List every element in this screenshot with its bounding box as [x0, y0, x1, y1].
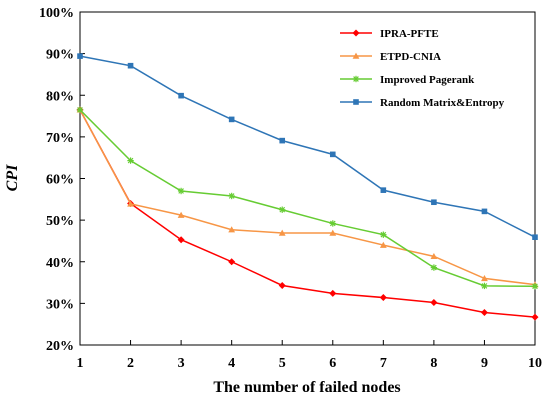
legend-item: ETPD-CNIA	[340, 51, 441, 63]
data-point	[380, 231, 387, 238]
data-point	[177, 236, 185, 244]
x-tick-label: 4	[228, 356, 235, 371]
data-point	[178, 92, 184, 99]
y-tick-label: 100%	[39, 6, 74, 21]
data-point	[127, 200, 134, 207]
data-point	[228, 192, 235, 200]
y-tick-label: 50%	[46, 214, 74, 229]
data-point	[531, 283, 539, 290]
series-etpd-cnia	[76, 106, 539, 288]
data-point	[329, 151, 336, 158]
series-improved-pagerank	[76, 106, 539, 290]
y-tick-label: 60%	[46, 173, 74, 188]
data-point	[278, 229, 286, 236]
y-tick-label: 70%	[46, 131, 74, 146]
data-point	[430, 252, 438, 260]
data-point	[352, 75, 360, 83]
x-axis: 1 2 3 4 5 6 7 8 9 10	[77, 340, 542, 371]
data-point	[379, 294, 387, 302]
data-point	[329, 220, 336, 227]
data-point	[481, 208, 488, 215]
data-point	[279, 137, 286, 144]
series-line	[79, 109, 536, 288]
plot-frame	[79, 11, 536, 346]
x-axis-title: The number of failed nodes	[213, 379, 400, 396]
data-point	[177, 187, 185, 195]
x-tick-label: 9	[481, 356, 488, 371]
data-point	[329, 229, 337, 236]
y-axis: 20% 30% 40% 50% 60% 70% 80% 90% 100%	[39, 6, 85, 354]
data-point	[228, 258, 236, 266]
data-point	[329, 289, 337, 297]
y-tick-label: 40%	[46, 256, 74, 271]
series-layer	[76, 53, 539, 321]
legend-label: Random Matrix&Entropy	[380, 97, 505, 109]
data-point	[480, 309, 488, 317]
legend-label: IPRA-PFTE	[380, 28, 439, 40]
data-point	[127, 157, 134, 164]
x-tick-label: 5	[279, 356, 286, 371]
x-tick-label: 2	[127, 356, 134, 371]
data-point	[77, 53, 83, 59]
x-tick-label: 6	[329, 356, 336, 371]
data-point	[228, 116, 235, 123]
data-point	[279, 206, 286, 213]
series-line	[79, 109, 536, 286]
data-point	[380, 187, 387, 193]
legend-item: Random Matrix&Entropy	[340, 97, 505, 109]
series-random-matrix-entropy	[77, 53, 538, 240]
legend-item: IPRA-PFTE	[340, 28, 439, 40]
data-point	[532, 234, 538, 240]
legend-label: Improved Pagerank	[380, 74, 475, 86]
y-tick-label: 90%	[46, 48, 74, 63]
x-tick-label: 7	[380, 356, 387, 371]
data-point	[531, 313, 539, 321]
x-tick-label: 10	[528, 356, 542, 371]
data-point	[352, 29, 360, 37]
x-tick-label: 1	[77, 356, 84, 371]
data-point	[177, 211, 185, 218]
data-point	[430, 299, 438, 307]
plot-area	[79, 11, 536, 346]
series-line	[79, 55, 536, 238]
data-point	[278, 281, 286, 289]
data-point	[127, 62, 134, 69]
legend: IPRA-PFTE ETPD-CNIA Improved Pagerank Rando…	[340, 28, 505, 109]
data-point	[379, 241, 387, 248]
series-ipra-pfte	[76, 106, 539, 321]
data-point	[431, 199, 437, 206]
data-point	[76, 106, 84, 114]
series-line	[79, 109, 536, 318]
legend-item: Improved Pagerank	[340, 74, 475, 86]
data-point	[430, 264, 438, 271]
x-tick-label: 3	[178, 356, 185, 371]
data-point	[352, 52, 360, 59]
data-point	[481, 282, 488, 290]
y-tick-label: 80%	[46, 89, 74, 104]
legend-label: ETPD-CNIA	[380, 51, 441, 63]
y-axis-title: CPI	[4, 164, 21, 191]
data-point	[353, 99, 359, 105]
data-point	[228, 226, 236, 233]
data-point	[481, 275, 488, 282]
y-tick-label: 20%	[46, 339, 74, 354]
y-tick-label: 30%	[46, 297, 74, 312]
x-tick-label: 8	[430, 356, 437, 371]
